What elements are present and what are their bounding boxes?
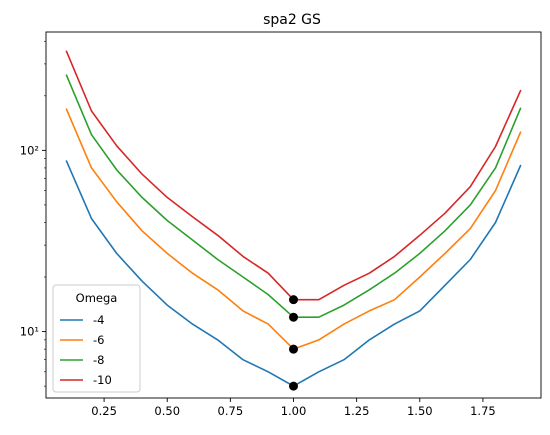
series-line--10 [65,50,522,301]
legend-label--4: -4 [93,313,104,327]
x-tick-label: 1.25 [344,404,370,418]
x-tick-label: 0.25 [91,404,117,418]
x-tick-label: 0.75 [218,404,244,418]
y-axis: 10¹ 10² [20,40,46,387]
y-tick-label: 10² [20,143,39,157]
legend-box [52,284,141,393]
minimum-marker [289,295,298,305]
legend-title: Omega [76,291,118,305]
y-tick-label: 10¹ [20,325,39,339]
x-axis: 0.25 0.50 0.75 1.00 1.25 1.50 1.75 [91,398,496,418]
legend-label--8: -8 [93,353,104,367]
x-tick-label: 1.00 [281,404,307,418]
x-tick-label: 0.50 [154,404,180,418]
legend-label--10: -10 [93,373,112,387]
legend: Omega -4 -6 -8 -10 [52,284,141,393]
x-tick-label: 1.75 [470,404,496,418]
x-tick-label: 1.50 [407,404,433,418]
minimum-marker [289,312,298,322]
minimum-marker [289,381,298,391]
legend-label--6: -6 [93,333,104,347]
chart-title: spa2 GS [263,12,321,28]
minimum-marker [289,344,298,354]
minimum-markers [289,295,298,391]
series-line--8 [65,74,522,319]
